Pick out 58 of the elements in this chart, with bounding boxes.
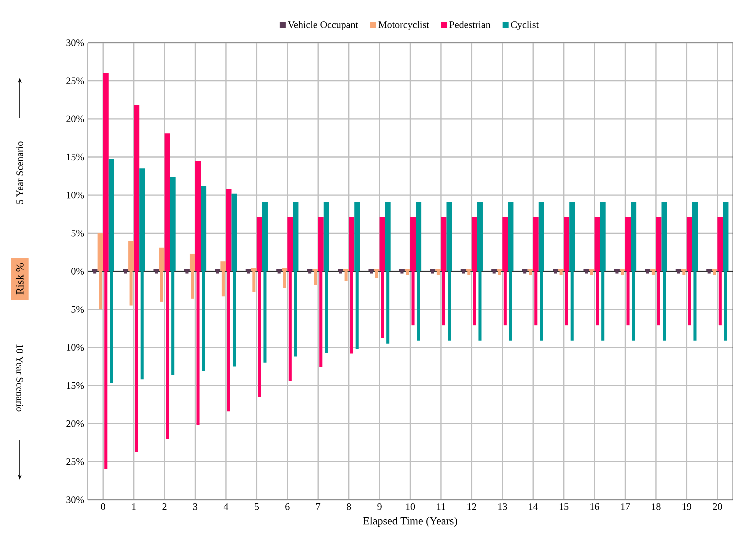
x-tick-label: 6 — [286, 504, 290, 510]
x-tick-label: 0 — [101, 504, 106, 510]
text: 10 Year Scenario — [16, 344, 24, 412]
y-tick-label: 20% — [66, 420, 84, 428]
x-tick-label: 5 — [255, 504, 260, 510]
x-axis-title: Elapsed Time (Years) — [363, 517, 458, 528]
y-tick-label: 25% — [66, 78, 84, 84]
bar — [406, 272, 410, 276]
y-tick-label: 25% — [66, 458, 84, 466]
x-tick-label: 4 — [224, 504, 229, 510]
bar — [652, 272, 655, 276]
x-tick-label: 15 — [560, 504, 569, 510]
bar — [376, 272, 379, 278]
y-tick-label: 10% — [67, 344, 84, 352]
y-tick-label: 20% — [66, 116, 84, 123]
legend-label: Cyclist — [511, 21, 540, 30]
y-tick-label: 15% — [67, 382, 84, 390]
x-tick-label: 14 — [529, 504, 538, 510]
x-tick-label: 16 — [590, 504, 600, 510]
bar — [560, 272, 563, 276]
bar — [283, 272, 286, 288]
x-tick-label: 7 — [316, 504, 321, 510]
y-tick-label: 0% — [72, 268, 84, 275]
x-tick-label: 10 — [406, 504, 416, 510]
y-tick-label: 30% — [66, 40, 84, 46]
x-tick-label: 12 — [468, 504, 476, 510]
y-tick-label: 30% — [66, 496, 84, 504]
y-tick-label: 5% — [72, 230, 84, 237]
bar — [590, 272, 594, 276]
x-tick-label: 1 — [132, 504, 136, 510]
bar — [621, 272, 624, 276]
x-tick-label: 19 — [682, 504, 692, 510]
x-tick-label: 3 — [193, 504, 198, 510]
x-tick-label: 11 — [437, 504, 446, 510]
y-tick-label: 15% — [67, 154, 84, 161]
x-tick-label: 9 — [378, 504, 382, 510]
legend-label: Pedestrian — [450, 21, 491, 28]
y-axis-title: Risk % — [16, 263, 24, 295]
legend-label: Vehicle Occupant — [288, 21, 358, 30]
bar — [682, 272, 686, 276]
x-tick-label: 20 — [713, 504, 722, 510]
bar — [436, 272, 440, 276]
y-tick-label: 10% — [67, 192, 84, 199]
text: 5 Year Scenario — [16, 142, 24, 204]
x-tick-label: 17 — [621, 504, 630, 510]
bar — [529, 272, 532, 276]
x-tick-label: 2 — [162, 504, 167, 510]
x-tick-label: 8 — [346, 504, 352, 510]
x-tick-label: 13 — [498, 504, 508, 510]
bar — [468, 272, 471, 276]
bar — [252, 272, 256, 292]
x-tick-label: 18 — [652, 504, 661, 510]
legend-label: Motorcyclist — [378, 21, 430, 30]
y-tick-label: 5% — [72, 306, 84, 313]
bar — [498, 272, 502, 276]
bar — [314, 272, 318, 286]
bar — [344, 272, 348, 282]
bar — [713, 272, 716, 276]
